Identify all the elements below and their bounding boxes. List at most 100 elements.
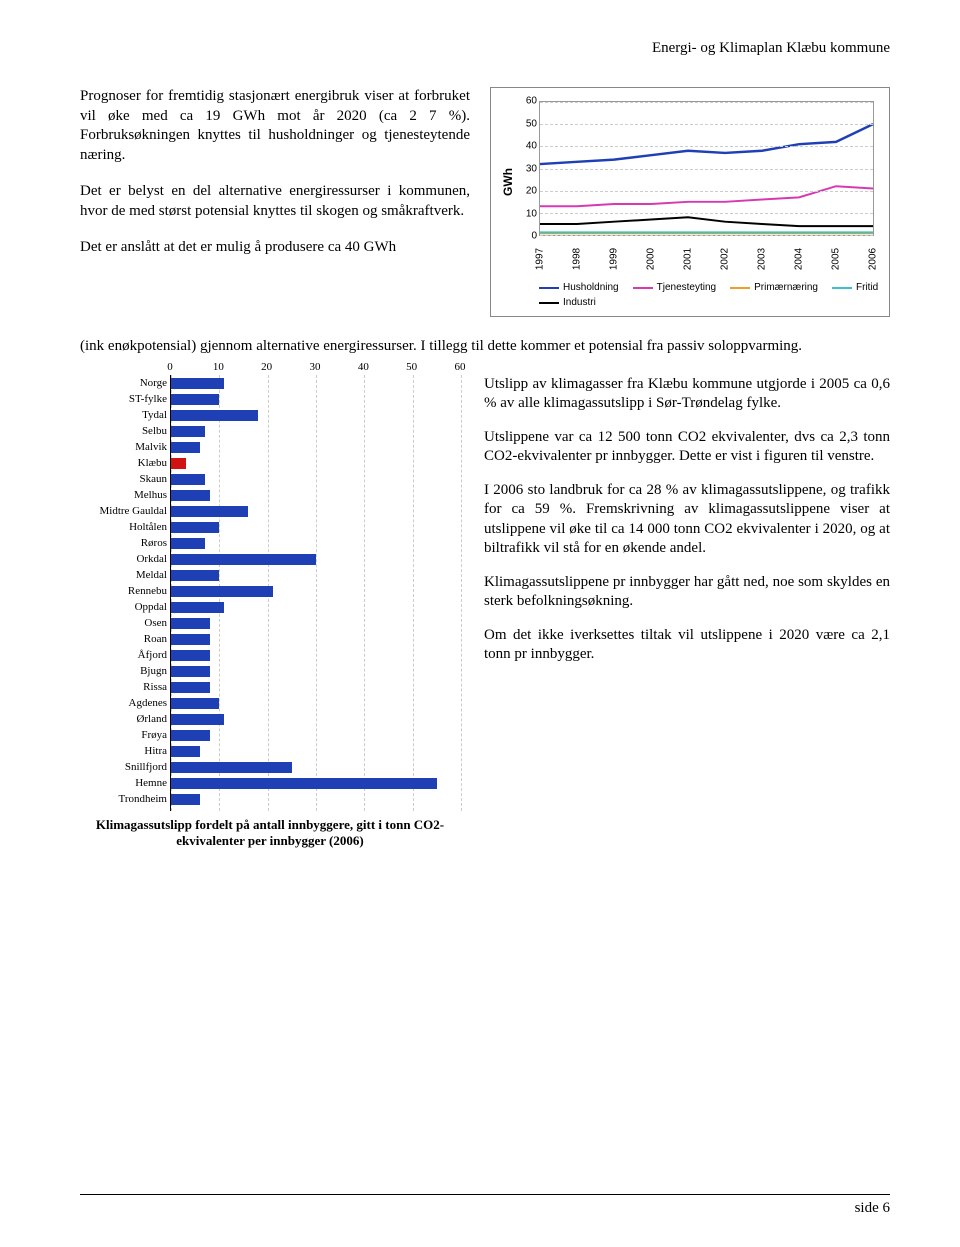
y-tick-label: 10 [521, 208, 537, 219]
grid-line [540, 169, 873, 170]
bar-row: Holtålen [171, 521, 219, 534]
bar-row: Meldal [171, 569, 219, 582]
x-tick-label: 30 [310, 361, 321, 373]
bar-row: Skaun [171, 473, 205, 486]
grid-line [540, 146, 873, 147]
legend-swatch [539, 287, 559, 289]
grid-line [413, 375, 414, 811]
y-tick-label: 20 [521, 186, 537, 197]
bar-label: Rissa [83, 681, 171, 693]
bar-rect [171, 442, 200, 453]
bar-row: Bjugn [171, 665, 210, 678]
bar-label: Ørland [83, 713, 171, 725]
y-tick-label: 40 [521, 141, 537, 152]
x-tick-label: 2005 [830, 248, 841, 270]
paragraph: Prognoser for fremtidig stasjonært energ… [80, 87, 470, 165]
bar-rect [171, 474, 205, 485]
bar-rect [171, 602, 224, 613]
bar-row: Oppdal [171, 601, 224, 614]
grid-line [364, 375, 365, 811]
grid-line [540, 235, 873, 236]
line-chart-box: GWh 199719981999200020012002200320042005… [490, 87, 890, 317]
lower-section: 0102030405060 NorgeST-fylkeTydalSelbuMal… [80, 375, 890, 850]
header-title: Energi- og Klimaplan Klæbu kommune [652, 40, 890, 56]
legend-item: Husholdning [539, 282, 619, 293]
paragraph: Om det ikke iverksettes tiltak vil utsli… [484, 626, 890, 665]
bar-rect [171, 378, 224, 389]
y-tick-label: 60 [521, 96, 537, 107]
bar-x-axis: 0102030405060 [170, 361, 460, 375]
x-tick-label: 2004 [794, 248, 805, 270]
bar-chart-caption: Klimagassutslipp fordelt på antall innby… [80, 817, 460, 850]
bar-rect [171, 570, 219, 581]
bar-label: Hitra [83, 745, 171, 757]
legend-label: Husholdning [563, 282, 619, 293]
x-tick-label: 1999 [608, 248, 619, 270]
legend-item: Industri [539, 297, 596, 308]
bar-row: Åfjord [171, 649, 210, 662]
legend-label: Industri [563, 297, 596, 308]
x-tick-label: 60 [455, 361, 466, 373]
bar-label: Roan [83, 633, 171, 645]
bar-row: Røros [171, 537, 205, 550]
bar-rect [171, 714, 224, 725]
bar-label: Hemne [83, 777, 171, 789]
bar-rect [171, 762, 292, 773]
x-tick-label: 1997 [535, 248, 546, 270]
grid-line [540, 102, 873, 103]
top-section: Prognoser for fremtidig stasjonært energ… [80, 87, 890, 317]
line-chart-container: GWh 199719981999200020012002200320042005… [490, 87, 890, 317]
grid-line [540, 124, 873, 125]
bar-row: Trondheim [171, 793, 200, 806]
legend-swatch [633, 287, 653, 289]
x-tick-label: 2006 [868, 248, 879, 270]
x-tick-label: 2003 [757, 248, 768, 270]
paragraph: Utslipp av klimagasser fra Klæbu kommune… [484, 375, 890, 414]
bar-label: Malvik [83, 441, 171, 453]
bar-rect [171, 634, 210, 645]
grid-line [316, 375, 317, 811]
series-industri [540, 217, 873, 226]
paragraph: Klimagassutslippene pr innbygger har gåt… [484, 573, 890, 612]
bar-label: Melhus [83, 489, 171, 501]
bar-row: Norge [171, 377, 224, 390]
bar-row: ST-fylke [171, 393, 219, 406]
bar-label: Holtålen [83, 521, 171, 533]
bar-row: Rennebu [171, 585, 273, 598]
bar-label: Klæbu [83, 457, 171, 469]
bar-label: Røros [83, 537, 171, 549]
bar-label: Agdenes [83, 697, 171, 709]
legend-swatch [539, 302, 559, 304]
footer-divider [80, 1194, 890, 1195]
bar-row: Ørland [171, 713, 224, 726]
bar-row: Selbu [171, 425, 205, 438]
bar-row: Midtre Gauldal [171, 505, 248, 518]
page-number: side 6 [855, 1200, 890, 1216]
bar-row: Malvik [171, 441, 200, 454]
bar-rect [171, 554, 316, 565]
paragraph: Utslippene var ca 12 500 tonn CO2 ekviva… [484, 428, 890, 467]
bar-row: Roan [171, 633, 210, 646]
grid-line [461, 375, 462, 811]
bar-row: Hitra [171, 745, 200, 758]
bar-label: Norge [83, 377, 171, 389]
bar-rect [171, 666, 210, 677]
series-husholdning [540, 124, 873, 164]
bar-label: Bjugn [83, 665, 171, 677]
bar-label: Åfjord [83, 649, 171, 661]
legend-label: Primærnæring [754, 282, 818, 293]
paragraph: I 2006 sto landbruk for ca 28 % av klima… [484, 481, 890, 559]
bar-rect [171, 522, 219, 533]
bar-rect [171, 730, 210, 741]
x-tick-label: 2002 [720, 248, 731, 270]
bar-rect [171, 650, 210, 661]
x-tick-label: 50 [406, 361, 417, 373]
legend-item: Fritid [832, 282, 878, 293]
bar-rect [171, 506, 248, 517]
right-prose: Utslipp av klimagasser fra Klæbu kommune… [484, 375, 890, 850]
bar-label: ST-fylke [83, 393, 171, 405]
bar-plot-area: NorgeST-fylkeTydalSelbuMalvikKlæbuSkaunM… [170, 375, 460, 811]
bar-label: Orkdal [83, 553, 171, 565]
bar-row: Klæbu [171, 457, 186, 470]
series-tjenesteyting [540, 186, 873, 206]
